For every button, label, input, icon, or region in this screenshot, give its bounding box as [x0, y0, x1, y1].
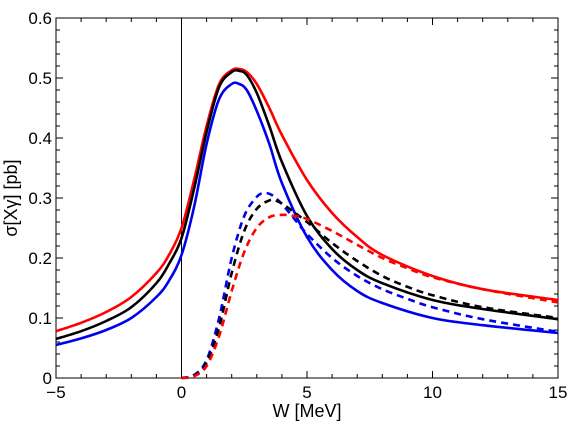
series-line-1-solid: [55, 67, 559, 333]
y-tick-label: 0.5: [28, 69, 52, 88]
x-tick-label: 5: [302, 383, 311, 402]
y-tick-label: 0: [43, 369, 52, 388]
y-tick-label: 0.6: [28, 9, 52, 28]
x-tick-label: 0: [177, 383, 186, 402]
x-tick-label: 15: [549, 383, 568, 402]
x-axis-label: W [MeV]: [272, 401, 341, 421]
series-line-3-solid: [55, 81, 559, 347]
x-tick-label: 10: [423, 383, 442, 402]
y-tick-label: 0.3: [28, 189, 52, 208]
x-tick-label: −5: [46, 383, 65, 402]
plot-area: [55, 17, 559, 380]
series-line-2-solid: [55, 68, 559, 341]
series-line-6-dashed: [181, 213, 559, 380]
series-layer: [55, 67, 559, 380]
series-line-4-dashed: [181, 191, 559, 380]
y-tick-label: 0.4: [28, 129, 52, 148]
y-axis-label: σ[Xγ] [pb]: [1, 159, 21, 236]
y-tick-label: 0.2: [28, 249, 52, 268]
y-tick-label: 0.1: [28, 309, 52, 328]
series-line-5-dashed: [181, 198, 559, 380]
